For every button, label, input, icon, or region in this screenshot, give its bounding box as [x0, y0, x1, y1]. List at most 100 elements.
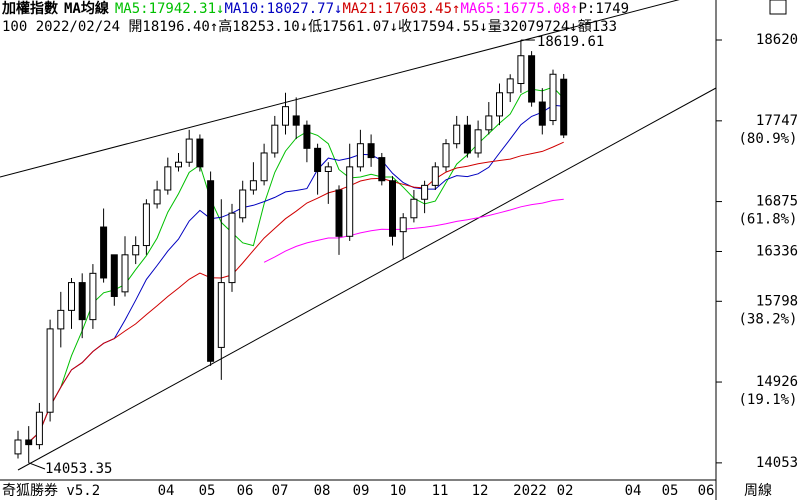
candle-body	[335, 189, 343, 237]
x-tick-label: 10	[390, 483, 407, 499]
ma-label: MA5:17942.31↓	[115, 1, 225, 17]
candle-body	[463, 124, 471, 154]
high-label: 18619.61	[537, 34, 604, 50]
y-tick-label: 16336	[756, 243, 798, 259]
candle-body	[100, 226, 108, 279]
candle-body	[378, 157, 386, 182]
ma-label: MA21:17603.45↑	[342, 1, 460, 17]
candle-body	[282, 106, 289, 126]
ma-line	[28, 86, 565, 443]
candle-body	[346, 166, 354, 237]
trend-line	[0, 0, 680, 178]
candle-body	[185, 138, 193, 163]
subtitle: MA均線	[64, 0, 109, 17]
x-tick-label: 04	[158, 483, 175, 499]
candle-body	[324, 166, 332, 172]
x-tick-label: 02	[557, 483, 574, 499]
x-tick-label: 08	[314, 483, 331, 499]
ratio-label: (19.1%)	[738, 392, 797, 408]
candle-body	[239, 189, 247, 219]
trend-line	[17, 87, 717, 471]
ratio-label: (38.2%)	[738, 311, 797, 327]
x-tick-label: 05	[662, 483, 679, 499]
ma-line	[263, 198, 564, 263]
candle-body	[528, 55, 536, 103]
ma-line	[28, 104, 564, 443]
candle-body	[260, 152, 268, 182]
ratio-label: (80.9%)	[738, 131, 797, 147]
candle-body	[292, 115, 300, 126]
candle-body	[506, 78, 514, 94]
candle-body	[389, 180, 396, 237]
candle-body	[217, 282, 225, 348]
window-icon[interactable]	[769, 0, 787, 15]
x-tick-label: 04	[625, 483, 642, 499]
y-tick-label: 15798	[756, 293, 798, 309]
title: 加權指數	[1, 0, 58, 17]
quote-line: 100 2022/02/24 開18196.40↑高18253.10↓低1756…	[2, 18, 617, 35]
candle-body	[485, 115, 493, 131]
candle-body	[57, 309, 65, 330]
x-tick-label: 07	[272, 483, 289, 499]
y-tick-label: 18620	[756, 32, 798, 48]
candle-body	[68, 282, 75, 311]
candle-body	[89, 272, 97, 321]
p-label: P:1749	[578, 1, 629, 17]
candle-body	[367, 143, 375, 159]
header-line: 加權指數 MA均線 MA5:17942.31↓MA10:18027.77↓MA21:…	[1, 0, 629, 17]
candle-body	[517, 55, 525, 85]
ratio-label: (61.8%)	[738, 212, 797, 228]
candle-body	[14, 439, 22, 455]
candle-body	[35, 411, 43, 446]
candle-body	[46, 328, 54, 413]
x-tick-label: 12	[472, 483, 489, 499]
x-tick-label: 09	[353, 483, 370, 499]
candle-body	[164, 166, 172, 191]
candle-body	[196, 138, 204, 168]
candle-body	[410, 198, 418, 219]
candle-body	[121, 254, 129, 293]
y-tick-label: 14053	[756, 455, 798, 471]
x-tick-label: 06	[698, 483, 715, 499]
x-tick-label: 2022	[513, 483, 547, 499]
candle-body	[314, 147, 322, 172]
candle-body	[78, 282, 86, 321]
x-tick-label: 06	[237, 483, 254, 499]
candle-body	[25, 439, 33, 446]
low-pointer	[28, 462, 46, 470]
low-label: 14053.35	[45, 461, 112, 477]
software-label: 奇狐勝券 v5.2	[2, 482, 100, 499]
candle-body	[249, 180, 257, 191]
candle-body	[228, 212, 236, 284]
candle-body	[303, 124, 311, 149]
candle-body	[442, 143, 450, 168]
candle-body	[538, 101, 546, 126]
candle-body	[399, 217, 407, 233]
x-tick-label: 11	[432, 483, 449, 499]
ma-label: MA10:18027.77↓	[224, 1, 342, 17]
period-label: 周線	[744, 483, 772, 499]
candle-body	[431, 166, 439, 186]
candle-body	[356, 143, 364, 168]
candle-body	[496, 92, 503, 117]
candle-body	[132, 245, 140, 256]
candle-body	[560, 78, 568, 136]
candle-body	[453, 124, 461, 145]
y-tick-label: 16875	[756, 194, 798, 210]
x-tick-label: 05	[199, 483, 216, 499]
ma-line	[28, 141, 564, 443]
candle-body	[421, 184, 429, 200]
header: 加權指數 MA均線 MA5:17942.31↓MA10:18027.77↓MA21:…	[1, 0, 629, 35]
y-tick-label: 14926	[756, 374, 798, 390]
y-tick-label: 17747	[756, 113, 798, 129]
candle-body	[142, 203, 150, 247]
candle-body	[271, 124, 279, 154]
candle-body	[207, 180, 215, 362]
candle-body	[549, 73, 557, 122]
candle-body	[110, 254, 118, 297]
candle-body	[175, 161, 182, 168]
candle-body	[474, 129, 482, 154]
ma-label: MA65:16775.08↑	[460, 1, 578, 17]
candle-body	[153, 189, 161, 205]
